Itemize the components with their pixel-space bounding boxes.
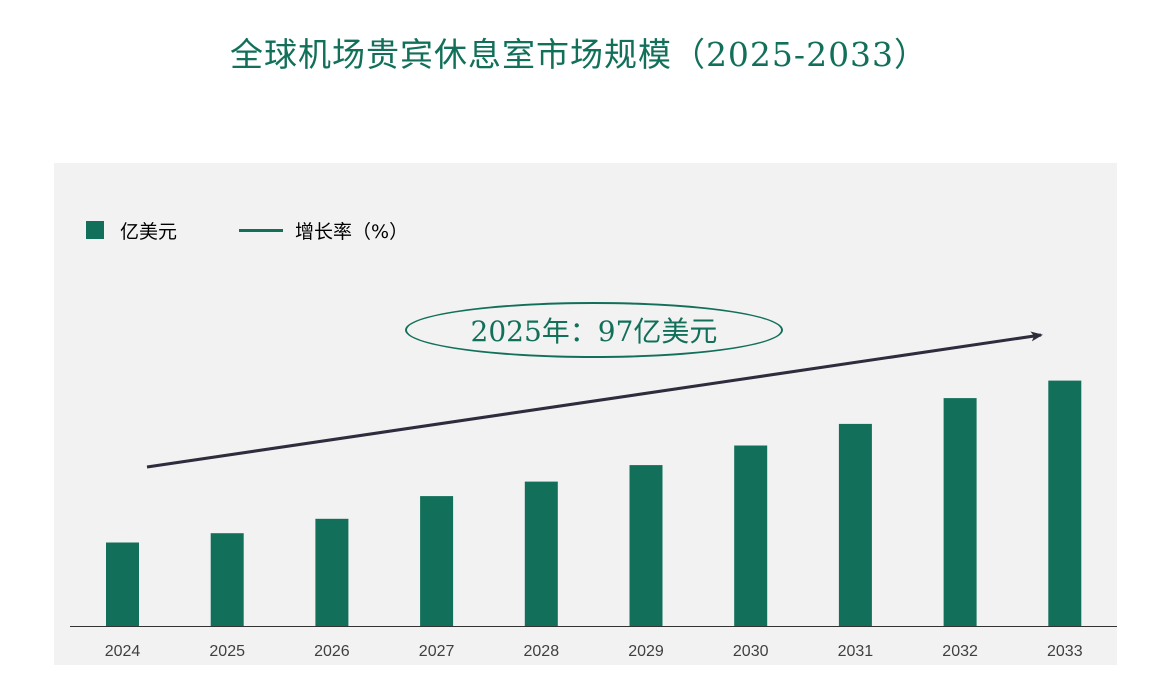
bar-2024 <box>106 542 139 626</box>
x-tick-label: 2031 <box>838 643 874 660</box>
legend-bar-label: 亿美元 <box>120 220 178 243</box>
legend-line-swatch <box>239 228 284 232</box>
x-tick-label: 2024 <box>105 643 141 660</box>
bar-2032 <box>943 398 977 626</box>
x-tick-label: 2025 <box>209 643 245 660</box>
bar-2027 <box>420 496 454 626</box>
annotation-ellipse: 2025年：97亿美元 <box>405 302 783 358</box>
bar-2028 <box>524 481 558 626</box>
x-tick-label: 2027 <box>419 643 455 660</box>
x-tick-group: 2024 2025 2026 2027 2028 2029 2030 2031 2032 2033 <box>105 643 1083 660</box>
x-tick-label: 2028 <box>524 643 560 660</box>
bar-group <box>106 380 1082 627</box>
chart-title: 全球机场贵宾休息室市场规模（2025-2033） <box>229 35 929 74</box>
legend-line-label: 增长率（%） <box>295 220 409 243</box>
bar-2029 <box>629 465 663 626</box>
legend: 亿美元 增长率（%） <box>86 216 408 244</box>
legend-bar-swatch <box>86 221 104 239</box>
trend-arrow <box>146 331 1043 469</box>
bar-2026 <box>315 518 349 627</box>
x-tick-label: 2029 <box>628 643 664 660</box>
bar-2031 <box>838 423 872 626</box>
x-tick-label: 2033 <box>1047 643 1083 660</box>
bar-2030 <box>734 445 768 626</box>
x-tick-label: 2030 <box>733 643 769 660</box>
bar-2025 <box>210 533 244 626</box>
x-tick-label: 2026 <box>314 643 350 660</box>
annotation-text: 2025年：97亿美元 <box>470 315 718 348</box>
bar-2033 <box>1048 380 1082 626</box>
x-tick-label: 2032 <box>942 643 978 660</box>
